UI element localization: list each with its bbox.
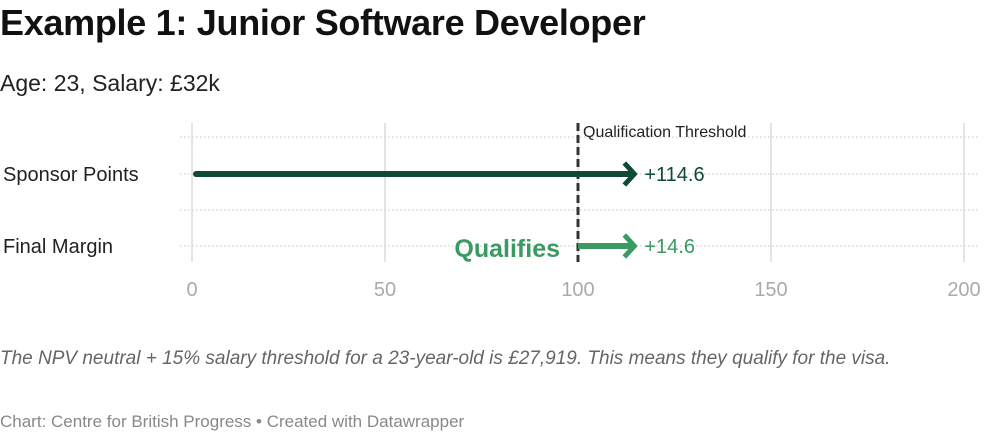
arrow-head [622,233,638,259]
value-label: +14.6 [644,236,695,258]
qualification-threshold-label: Qualification Threshold [583,124,746,141]
chart-title: Example 1: Junior Software Developer [0,2,646,43]
x-tick-label: 200 [947,279,980,301]
x-tick-label: 50 [374,279,396,301]
arrow-head [622,161,638,187]
value-label: +114.6 [644,164,704,186]
qualifies-annotation: Qualifies [454,235,560,263]
chart-subtitle: Age: 23, Salary: £32k [0,70,220,96]
category-label: Sponsor Points [3,164,139,186]
x-tick-label: 150 [754,279,787,301]
category-label: Final Margin [3,236,113,258]
chart-note: The NPV neutral + 15% salary threshold f… [0,348,891,369]
x-tick-label: 100 [561,279,594,301]
chart-source: Chart: Centre for British Progress • Cre… [0,412,465,431]
x-tick-label: 0 [186,279,197,301]
